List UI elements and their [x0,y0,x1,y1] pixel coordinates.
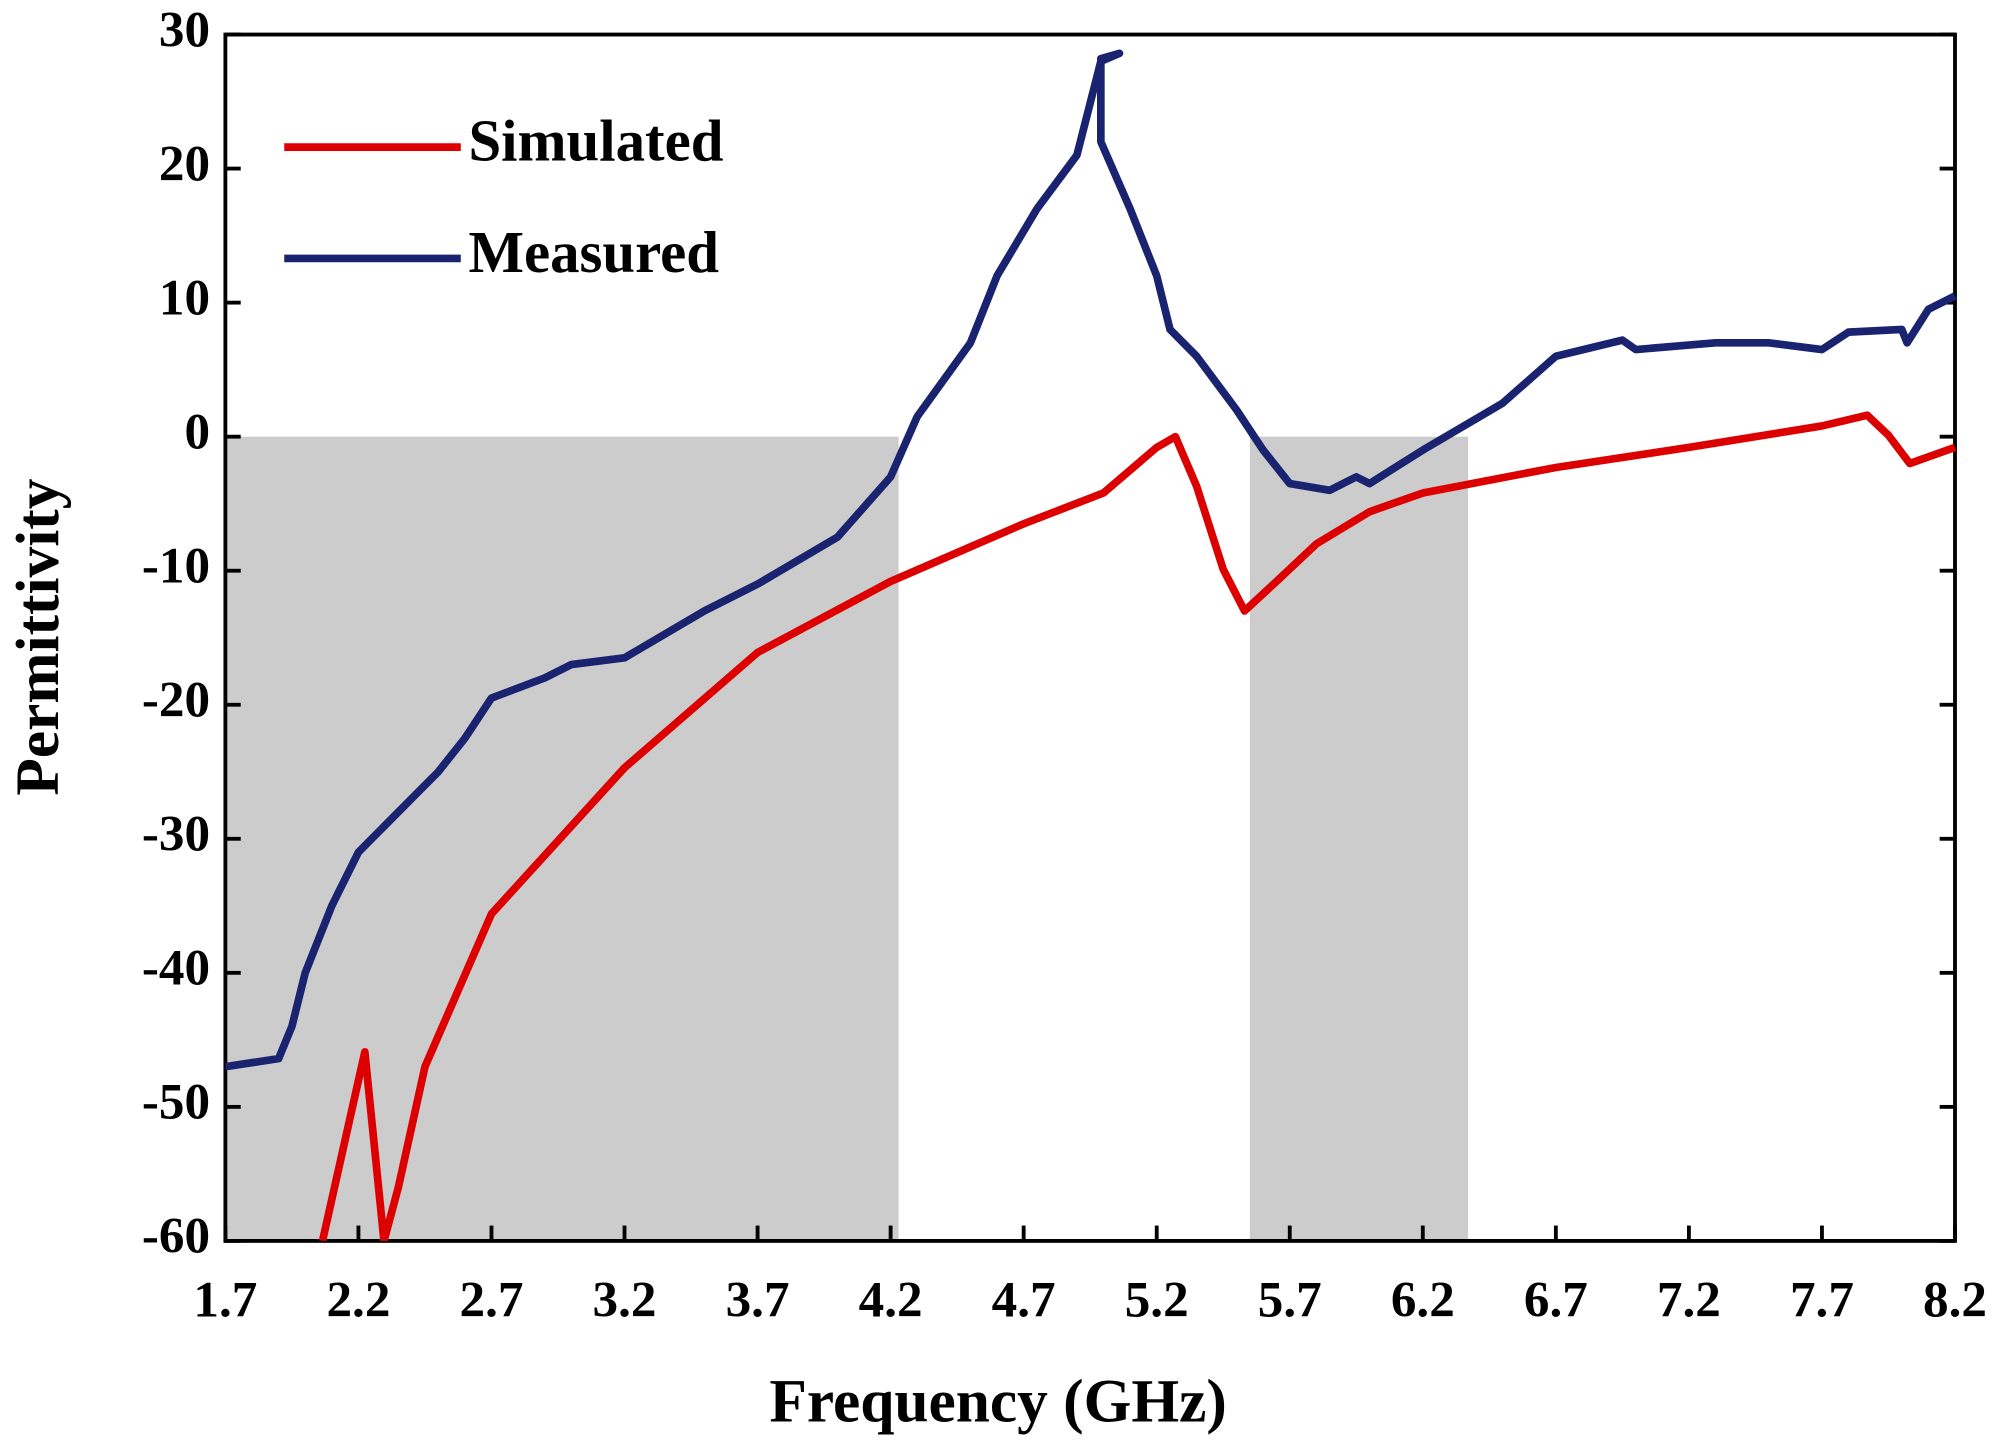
x-tick-label: 3.2 [593,1272,657,1329]
y-tick-label: -30 [142,806,210,863]
x-tick-label: 3.7 [726,1272,790,1329]
y-tick-label: 30 [159,1,210,58]
x-tick-label: 4.2 [859,1272,923,1329]
y-tick-label: 0 [184,403,210,460]
y-tick-label: -60 [142,1208,210,1265]
shaded-region [1249,436,1469,1241]
plot-frame [223,32,1957,1243]
x-tick-label: 2.2 [326,1272,390,1329]
y-tick-label: -50 [142,1074,210,1131]
legend-label: Measured [468,220,719,285]
x-tick-label: 7.2 [1657,1272,1721,1329]
x-tick-label: 8.2 [1923,1272,1987,1329]
y-tick-label: 20 [159,135,210,192]
x-axis-label: Frequency (GHz) [769,1367,1226,1435]
y-tick-label: 10 [159,269,210,326]
x-tick-label: 4.7 [992,1272,1056,1329]
x-tick-label: 2.7 [460,1272,524,1329]
y-tick-label: -40 [142,940,210,997]
y-tick-label: -20 [142,671,210,728]
y-axis-label: Permittivity [4,478,72,795]
x-tick-label: 6.7 [1524,1272,1588,1329]
y-tick-label: -10 [142,537,210,594]
x-tick-label: 7.7 [1790,1272,1854,1329]
x-tick-label: 5.7 [1258,1272,1322,1329]
x-tick-label: 6.2 [1391,1272,1455,1329]
series-line [225,49,1957,1071]
legend-label: Simulated [468,109,723,174]
x-tick-label: 1.7 [193,1272,257,1329]
x-tick-label: 5.2 [1125,1272,1189,1329]
series-line [318,411,1957,1241]
